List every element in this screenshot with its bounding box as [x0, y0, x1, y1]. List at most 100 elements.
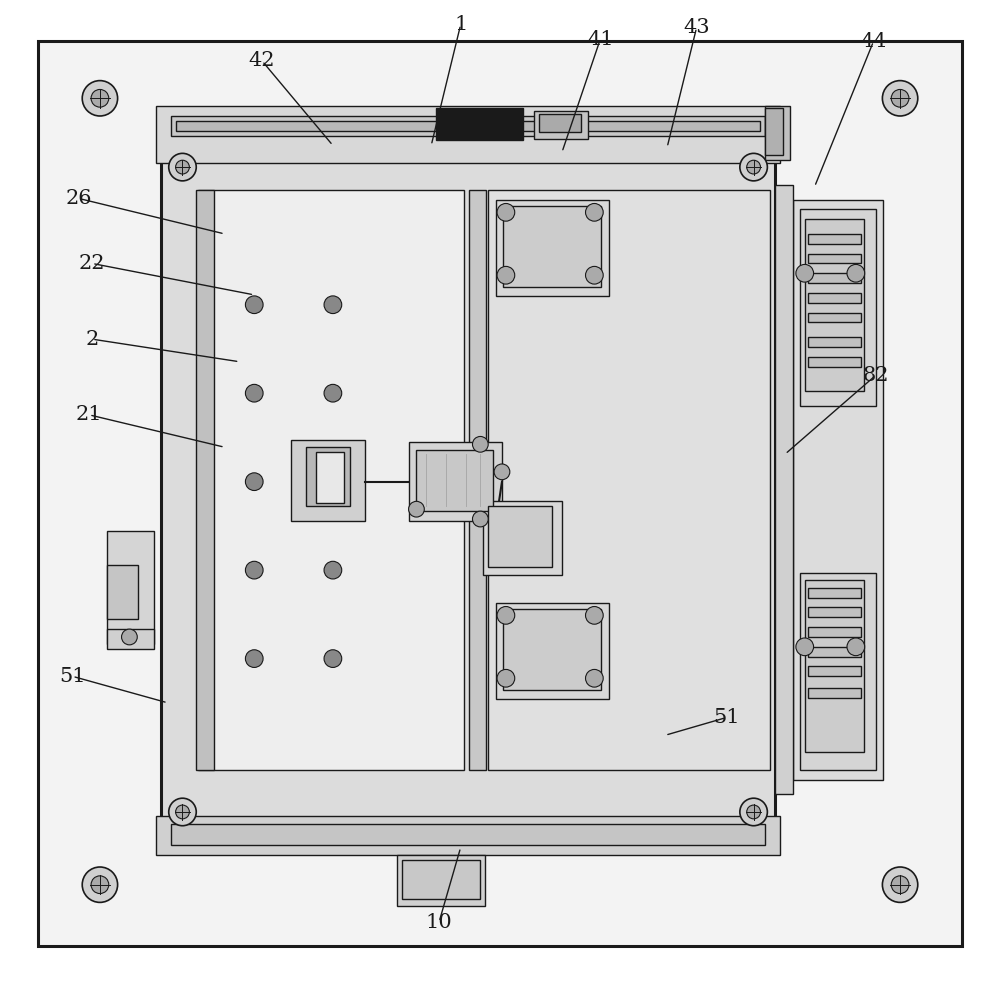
- Bar: [176, 121, 760, 131]
- Circle shape: [847, 264, 865, 282]
- Bar: [539, 114, 581, 132]
- Bar: [469, 190, 486, 770]
- Text: 51: 51: [59, 666, 86, 686]
- Bar: [808, 688, 861, 698]
- Circle shape: [91, 89, 109, 107]
- Circle shape: [245, 561, 263, 579]
- Circle shape: [747, 805, 760, 819]
- Bar: [156, 816, 780, 855]
- Circle shape: [796, 264, 814, 282]
- Bar: [808, 313, 861, 322]
- Circle shape: [586, 203, 603, 221]
- Bar: [483, 501, 562, 575]
- Bar: [765, 108, 783, 155]
- Bar: [107, 531, 154, 644]
- Circle shape: [586, 266, 603, 284]
- Circle shape: [176, 160, 189, 174]
- Bar: [196, 190, 214, 770]
- Circle shape: [796, 638, 814, 656]
- Bar: [416, 450, 493, 511]
- Circle shape: [324, 384, 342, 402]
- Bar: [793, 200, 883, 780]
- Bar: [503, 206, 601, 287]
- Circle shape: [891, 89, 909, 107]
- Circle shape: [497, 669, 515, 687]
- Bar: [496, 200, 609, 296]
- Bar: [198, 190, 464, 770]
- Circle shape: [497, 266, 515, 284]
- Bar: [808, 357, 861, 367]
- Bar: [409, 442, 502, 521]
- Circle shape: [747, 160, 760, 174]
- Bar: [496, 603, 609, 699]
- Text: 43: 43: [683, 18, 710, 37]
- Circle shape: [494, 464, 510, 480]
- Circle shape: [740, 153, 767, 181]
- Bar: [800, 209, 876, 406]
- Bar: [808, 234, 861, 244]
- Bar: [805, 219, 864, 391]
- Circle shape: [472, 511, 488, 527]
- Bar: [808, 607, 861, 617]
- Circle shape: [891, 876, 909, 894]
- Bar: [291, 440, 365, 521]
- Circle shape: [324, 650, 342, 667]
- Bar: [534, 111, 588, 139]
- Bar: [503, 609, 601, 690]
- Bar: [805, 580, 864, 752]
- Bar: [161, 145, 775, 834]
- Bar: [488, 190, 770, 770]
- Text: 22: 22: [79, 254, 105, 273]
- Text: 10: 10: [426, 912, 452, 932]
- Circle shape: [497, 203, 515, 221]
- Bar: [436, 108, 523, 140]
- Circle shape: [245, 473, 263, 491]
- Bar: [171, 116, 765, 136]
- Circle shape: [176, 805, 189, 819]
- Circle shape: [497, 607, 515, 624]
- Text: 82: 82: [862, 366, 889, 385]
- Bar: [107, 629, 154, 649]
- Bar: [808, 293, 861, 303]
- Circle shape: [245, 384, 263, 402]
- Text: 42: 42: [249, 51, 275, 71]
- Bar: [808, 647, 861, 657]
- Circle shape: [169, 798, 196, 826]
- Circle shape: [882, 867, 918, 902]
- Bar: [775, 185, 793, 794]
- Bar: [402, 860, 480, 899]
- Circle shape: [324, 473, 342, 491]
- Text: 21: 21: [76, 405, 102, 425]
- Bar: [156, 106, 780, 163]
- Circle shape: [847, 638, 865, 656]
- Circle shape: [324, 296, 342, 314]
- Bar: [808, 588, 861, 598]
- Circle shape: [882, 81, 918, 116]
- Text: 41: 41: [587, 29, 614, 49]
- Circle shape: [472, 436, 488, 452]
- Text: 51: 51: [713, 708, 739, 727]
- Text: 1: 1: [454, 15, 467, 34]
- Bar: [397, 855, 485, 906]
- Circle shape: [245, 650, 263, 667]
- Circle shape: [122, 629, 137, 645]
- Circle shape: [245, 296, 263, 314]
- Bar: [171, 824, 765, 845]
- Bar: [107, 565, 138, 619]
- Circle shape: [740, 798, 767, 826]
- Bar: [488, 506, 552, 567]
- Circle shape: [169, 153, 196, 181]
- Circle shape: [82, 81, 118, 116]
- Circle shape: [586, 669, 603, 687]
- Circle shape: [324, 561, 342, 579]
- Bar: [306, 447, 350, 506]
- Bar: [800, 573, 876, 770]
- Bar: [316, 452, 344, 503]
- Bar: [765, 106, 790, 160]
- Circle shape: [91, 876, 109, 894]
- Text: 26: 26: [66, 189, 93, 208]
- Bar: [808, 337, 861, 347]
- Circle shape: [409, 501, 424, 517]
- Text: 2: 2: [85, 329, 99, 349]
- Bar: [808, 254, 861, 263]
